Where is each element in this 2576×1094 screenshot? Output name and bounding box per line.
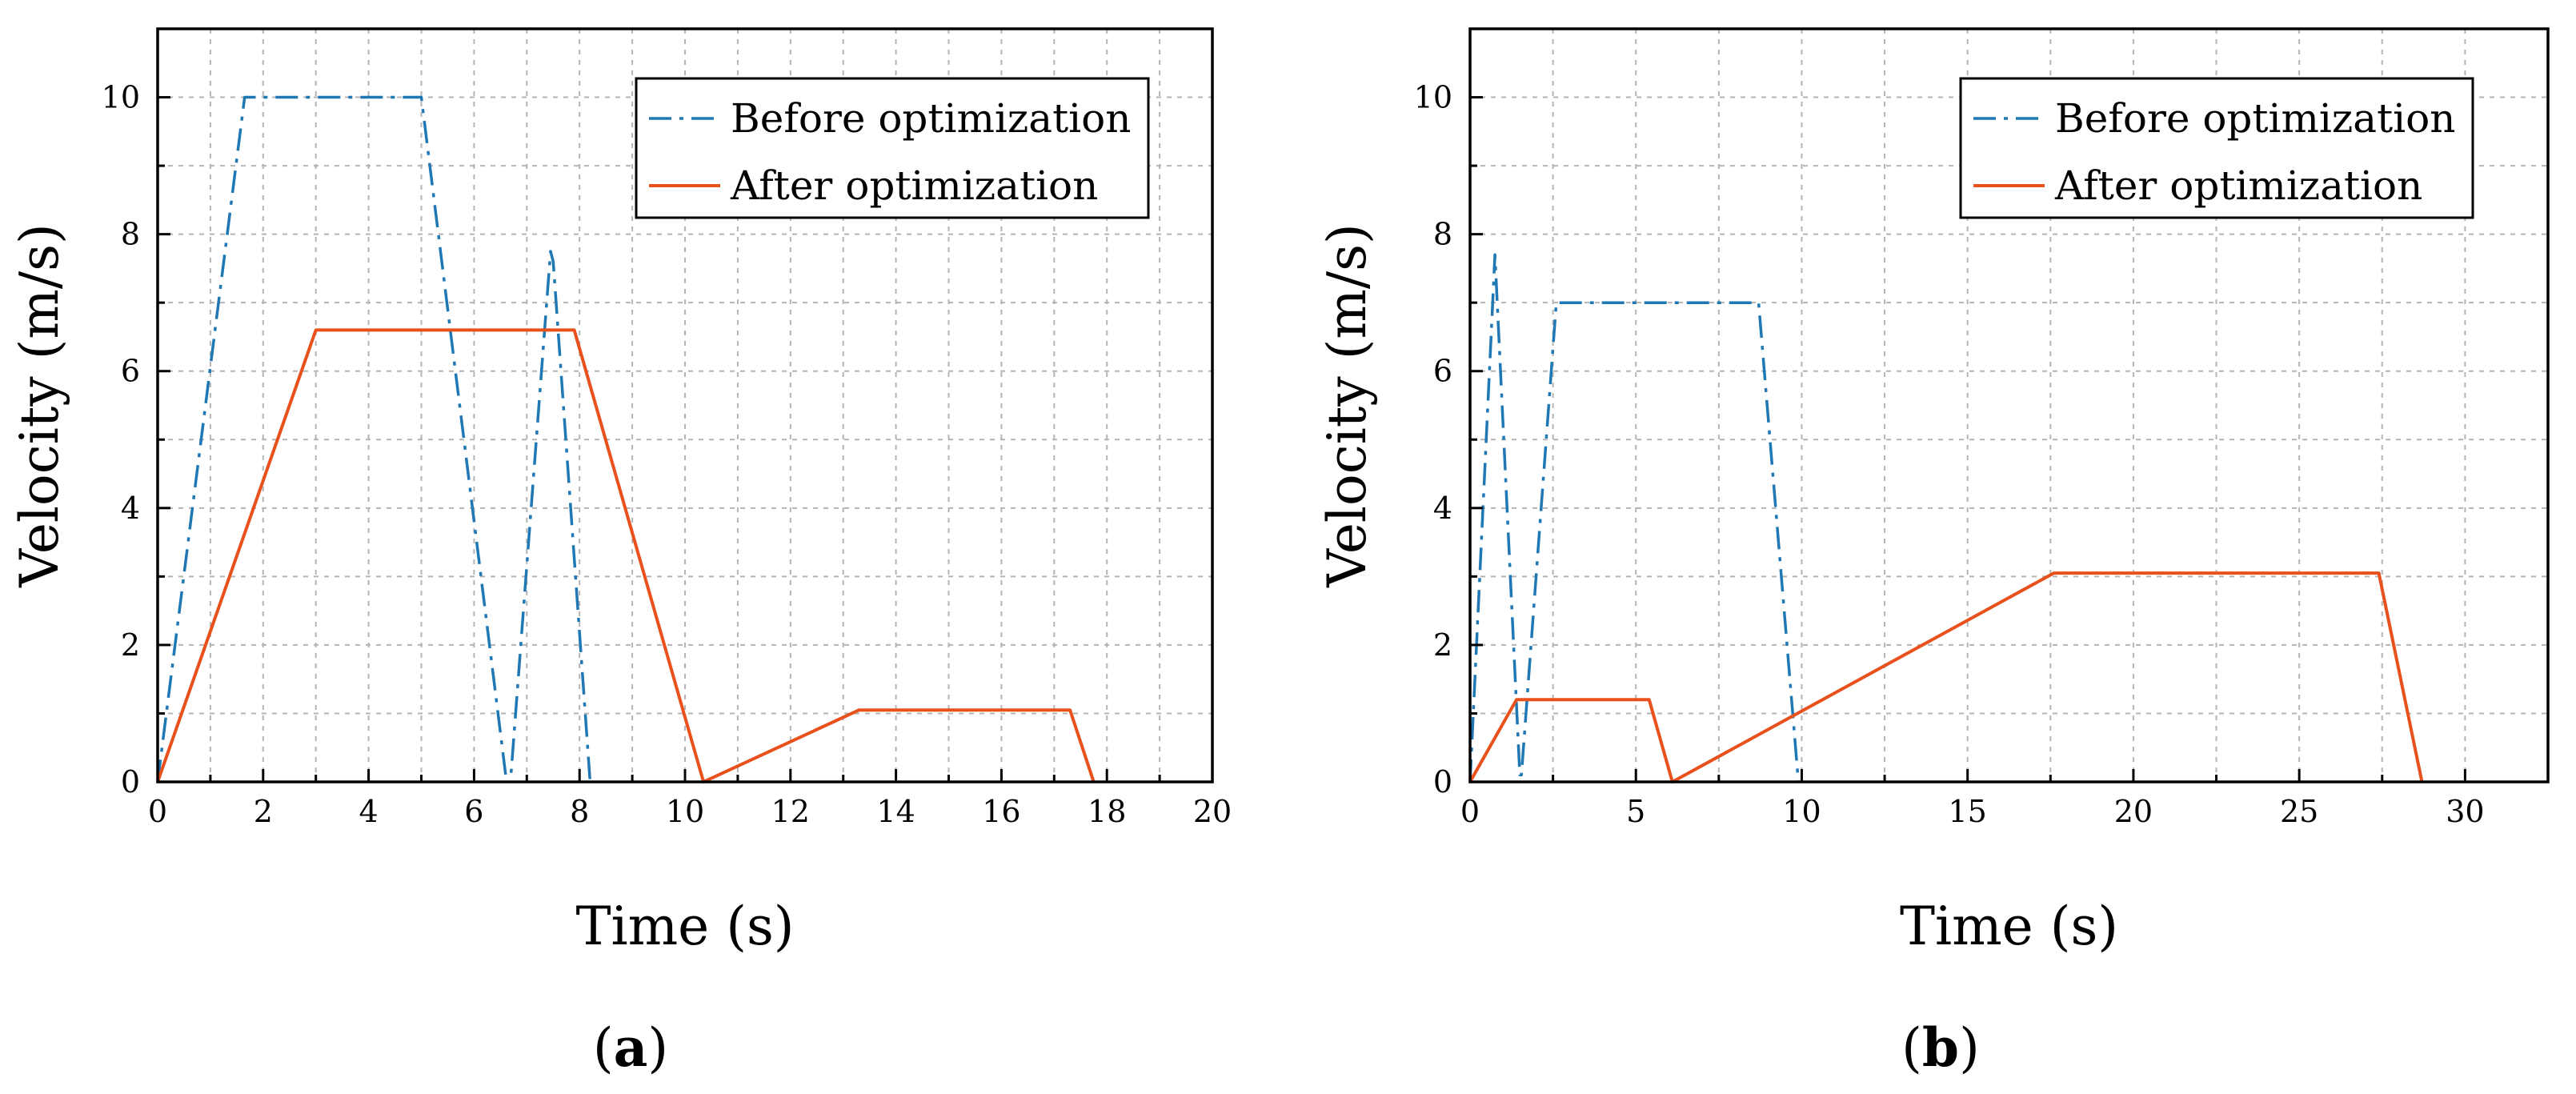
y-tick-label: 6 [1433, 354, 1452, 389]
x-tick-label: 25 [2280, 794, 2318, 829]
x-tick-label: 0 [148, 794, 167, 829]
panel-label: (b) [1901, 1016, 1980, 1079]
panel-label-letter: b [1922, 1016, 1959, 1079]
y-axis-label: Velocity (m/s) [1316, 223, 1378, 588]
chart-panel-b: 0 5 10 15 20 25 30 0 2 4 6 8 10 Time (s) Velocity (m/s… [1316, 27, 2550, 1079]
x-tick-label: 15 [1949, 794, 1987, 829]
x-tick-label: 30 [2446, 794, 2484, 829]
x-tick-label: 4 [359, 794, 379, 829]
y-tick-label: 6 [121, 354, 140, 389]
legend-box [635, 77, 1150, 219]
x-tick-label: 0 [1460, 794, 1480, 829]
panel-label-open-paren: ( [593, 1017, 614, 1079]
legend-label-after: After optimization [730, 162, 1098, 209]
x-tick-label: 20 [2114, 794, 2153, 829]
panel-label-close-paren: ) [1959, 1017, 1980, 1079]
legend: Before optimization After optimization [1959, 77, 2474, 219]
legend-box [1959, 77, 2474, 219]
x-tick-label: 6 [464, 794, 483, 829]
x-tick-label: 5 [1626, 794, 1645, 829]
x-tick-label: 2 [254, 794, 273, 829]
legend-label-before: Before optimization [2055, 95, 2455, 142]
x-tick-label: 10 [666, 794, 704, 829]
x-tick-label: 20 [1193, 794, 1232, 829]
x-tick-label: 18 [1088, 794, 1126, 829]
y-tick-label: 0 [121, 764, 140, 799]
series-line-before [156, 95, 592, 783]
panel-label-letter: a [614, 1016, 648, 1079]
legend-label-after: After optimization [2054, 162, 2422, 209]
series-line-before [1468, 253, 1801, 783]
x-tick-label: 14 [876, 794, 915, 829]
panel-label-close-paren: ) [647, 1017, 668, 1079]
y-tick-label: 8 [1433, 217, 1452, 252]
panel-label-open-paren: ( [1901, 1017, 1922, 1079]
chart-panel-a: 0 2 4 6 8 10 12 14 16 18 20 0 2 4 6 8 10 Time (s) Velocity… [9, 27, 1232, 1079]
y-axis-label: Velocity (m/s) [9, 223, 70, 588]
panel-label: (a) [593, 1016, 668, 1079]
y-tick-label: 4 [1433, 491, 1452, 526]
y-tick-label: 10 [102, 80, 140, 115]
y-tick-label: 8 [121, 217, 140, 252]
plot-frame [1468, 27, 2550, 783]
x-tick-label: 8 [570, 794, 589, 829]
y-tick-label: 2 [1433, 627, 1452, 663]
y-tick-label: 10 [1414, 80, 1452, 115]
legend: Before optimization After optimization [635, 77, 1150, 219]
x-tick-label: 16 [982, 794, 1020, 829]
x-tick-label: 10 [1782, 794, 1821, 829]
x-axis-label: Time (s) [575, 896, 794, 957]
y-tick-label: 2 [121, 627, 140, 663]
legend-label-before: Before optimization [731, 95, 1131, 142]
x-tick-label: 12 [771, 794, 810, 829]
y-tick-label: 0 [1433, 764, 1452, 799]
x-axis-label: Time (s) [1900, 896, 2118, 957]
y-tick-label: 4 [121, 491, 140, 526]
